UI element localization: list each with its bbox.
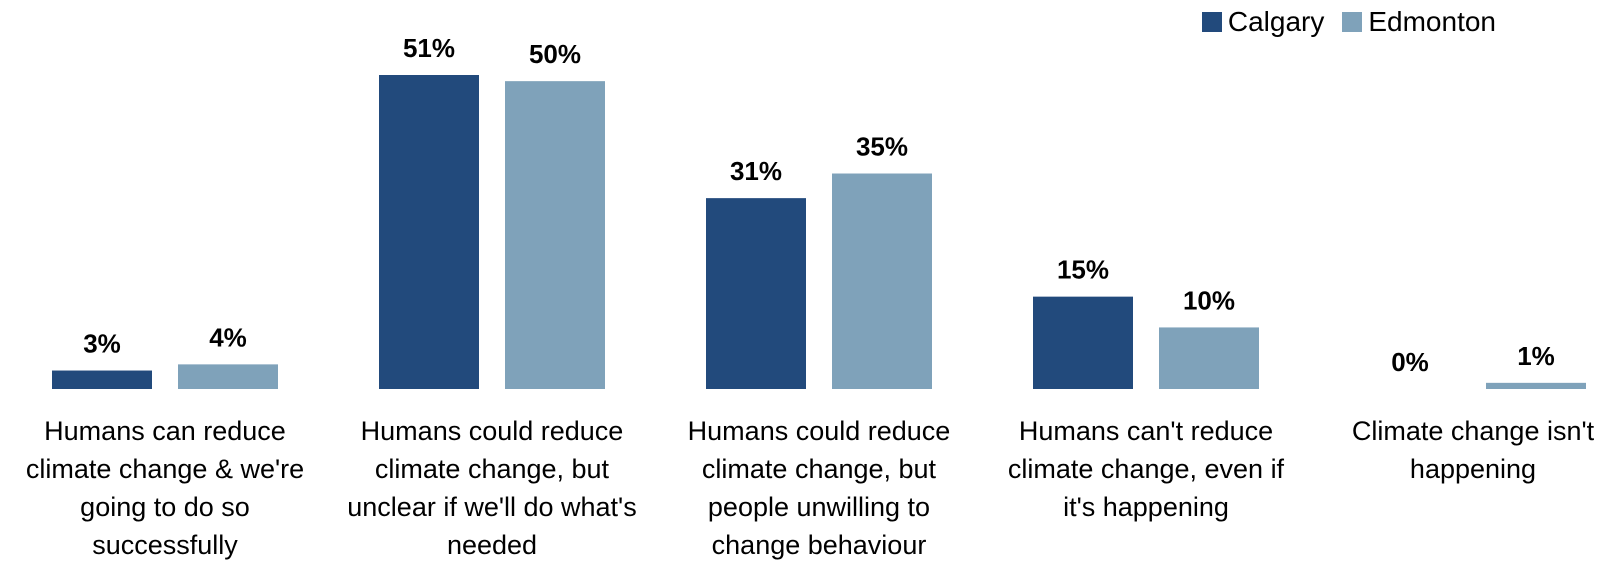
legend-swatch-edmonton xyxy=(1342,12,1363,32)
category-label-2: Humans could reduce climate change, but pe… xyxy=(688,416,951,560)
chart-legend: Calgary Edmonton xyxy=(1201,6,1496,38)
legend-label-calgary: Calgary xyxy=(1227,6,1325,37)
category-label-4-line-1: happening xyxy=(1410,454,1536,484)
category-label-3: Humans can't reduce climate change, even … xyxy=(1008,416,1285,522)
value-label-calgary-1: 51% xyxy=(403,33,455,63)
category-label-2-line-2: people unwilling to xyxy=(708,492,930,522)
category-label-3-line-0: Humans can't reduce xyxy=(1019,416,1273,446)
category-label-2-line-1: climate change, but xyxy=(702,454,937,484)
category-label-3-line-2: it's happening xyxy=(1063,492,1229,522)
category-label-1-line-0: Humans could reduce xyxy=(361,416,624,446)
category-label-2-line-0: Humans could reduce xyxy=(688,416,951,446)
bar-edmonton-1 xyxy=(505,81,605,389)
value-label-calgary-3: 15% xyxy=(1057,255,1109,285)
category-label-4-line-0: Climate change isn't xyxy=(1352,416,1595,446)
value-label-calgary-2: 31% xyxy=(730,156,782,186)
value-label-edmonton-2: 35% xyxy=(856,132,908,162)
bar-calgary-0 xyxy=(52,370,152,389)
bar-calgary-3 xyxy=(1033,296,1133,389)
value-labels-layer: 3% 4% 51% 50% 31% 35% 15% 10% 0% 1% xyxy=(83,33,1555,377)
category-label-0-line-2: going to do so xyxy=(80,492,250,522)
bar-edmonton-4 xyxy=(1486,382,1586,389)
category-label-0-line-1: climate change & we're xyxy=(26,454,304,484)
category-label-2-line-3: change behaviour xyxy=(712,530,927,560)
category-label-1-line-2: unclear if we'll do what's xyxy=(347,492,636,522)
category-label-0-line-0: Humans can reduce xyxy=(44,416,286,446)
category-labels-layer: Humans can reduce climate change & we're g… xyxy=(26,416,1595,560)
bar-calgary-1 xyxy=(379,75,479,389)
category-label-1: Humans could reduce climate change, but un… xyxy=(347,416,636,560)
category-label-0: Humans can reduce climate change & we're g… xyxy=(26,416,304,560)
value-label-edmonton-3: 10% xyxy=(1183,285,1235,315)
value-label-edmonton-4: 1% xyxy=(1517,341,1555,371)
bar-calgary-2 xyxy=(706,198,806,389)
value-label-calgary-0: 3% xyxy=(83,329,121,359)
category-label-4: Climate change isn't happening xyxy=(1352,416,1595,484)
category-label-1-line-3: needed xyxy=(447,530,537,560)
value-label-edmonton-0: 4% xyxy=(209,322,247,352)
value-label-calgary-4: 0% xyxy=(1391,347,1429,377)
legend-item-edmonton: Edmonton xyxy=(1342,6,1496,38)
legend-label-edmonton: Edmonton xyxy=(1368,6,1496,37)
bar-edmonton-2 xyxy=(832,173,932,389)
category-label-1-line-1: climate change, but xyxy=(375,454,610,484)
bar-edmonton-3 xyxy=(1159,327,1259,389)
legend-item-calgary: Calgary xyxy=(1201,6,1325,38)
category-label-3-line-1: climate change, even if xyxy=(1008,454,1285,484)
bar-edmonton-0 xyxy=(178,364,278,389)
legend-swatch-calgary xyxy=(1201,12,1222,32)
category-label-0-line-3: successfully xyxy=(92,530,238,560)
value-label-edmonton-1: 50% xyxy=(529,39,581,69)
bars-layer xyxy=(52,75,1586,389)
